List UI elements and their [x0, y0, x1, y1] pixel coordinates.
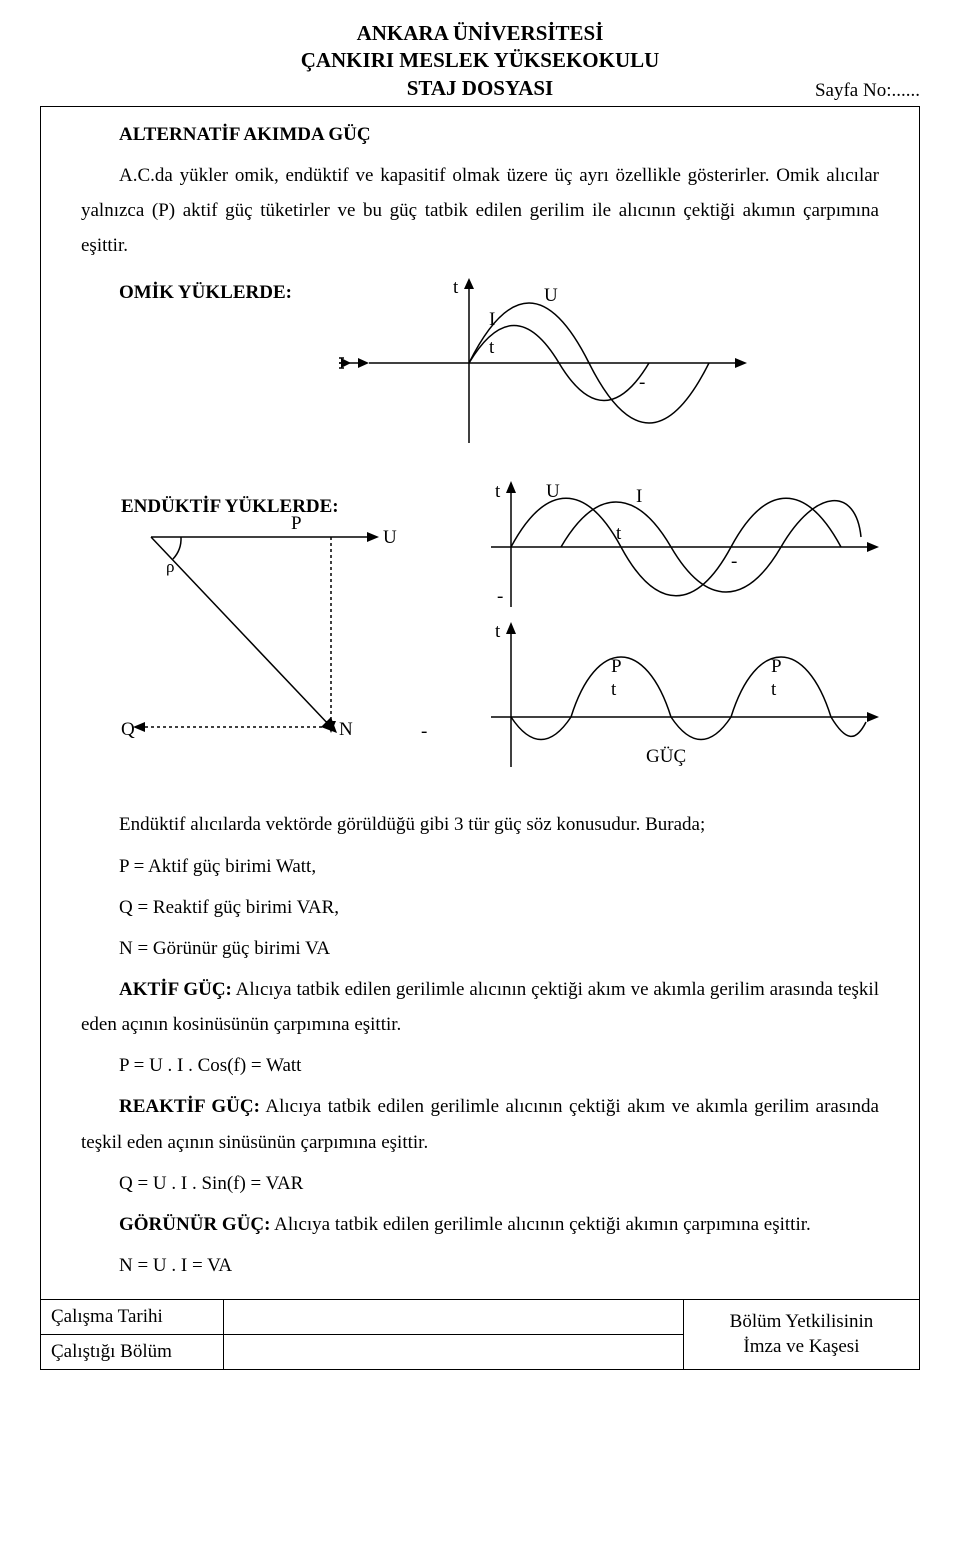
footer-bolum-line2: İmza ve Kaşesi: [743, 1336, 859, 1357]
vec-p: P: [291, 513, 302, 534]
wave-minus1: -: [731, 551, 737, 572]
enduktif-diagram: ENDÜKTİF YÜKLERDE: P U Q: [81, 477, 879, 797]
vec-phi: ρ: [166, 557, 174, 576]
enduktif-label: ENDÜKTİF YÜKLERDE:: [121, 496, 339, 517]
para-5: P = U . I . Cos(f) = Watt: [81, 1048, 879, 1083]
wave-pt2: t: [771, 679, 777, 700]
vec-n: N: [339, 719, 353, 740]
omik-row: OMİK YÜKLERDE:: [81, 269, 879, 473]
aktif-guc-bold: AKTİF GÜÇ:: [119, 979, 232, 1000]
content-area: ALTERNATİF AKIMDA GÜÇ A.C.da yükler omik…: [41, 117, 919, 1299]
omik-label-t: t: [453, 277, 459, 298]
omik-label-minus: -: [639, 372, 645, 393]
wave-minus2: -: [497, 586, 503, 607]
section-title: ALTERNATİF AKIMDA GÜÇ: [119, 117, 879, 152]
omik-label-tsmall: t: [489, 337, 495, 358]
omik-label-i: I: [489, 309, 495, 330]
header-line-3: STAJ DOSYASI: [40, 75, 920, 102]
footer-bolum-value: [223, 1335, 683, 1370]
page-number: Sayfa No:......: [815, 80, 920, 102]
wave-minus3: -: [421, 721, 427, 742]
footer-bolum-line1: Bölüm Yetkilisinin: [730, 1311, 874, 1332]
wave-i: I: [636, 486, 642, 507]
wave-t1: t: [495, 481, 501, 502]
para-2: P = Aktif güç birimi Watt,: [81, 849, 879, 884]
page-header: ANKARA ÜNİVERSİTESİ ÇANKIRI MESLEK YÜKSE…: [40, 20, 920, 102]
para-aktif: AKTİF GÜÇ: Alıcıya tatbik edilen gerilim…: [81, 972, 879, 1042]
intro-paragraph: A.C.da yükler omik, endüktif ve kapasiti…: [81, 158, 879, 263]
page-frame: ALTERNATİF AKIMDA GÜÇ A.C.da yükler omik…: [40, 106, 920, 1370]
header-line-1: ANKARA ÜNİVERSİTESİ: [40, 20, 920, 47]
para-reaktif: REAKTİF GÜÇ: Alıcıya tatbik edilen geril…: [81, 1089, 879, 1159]
wave-pt1: t: [611, 679, 617, 700]
footer-table: Çalışma Tarihi Bölüm Yetkilisinin İmza v…: [41, 1299, 919, 1369]
gorunur-guc-bold: GÖRÜNÜR GÜÇ:: [119, 1214, 270, 1235]
footer-calisma-tarihi: Çalışma Tarihi: [41, 1300, 223, 1335]
footer-bolum-yetkili: Bölüm Yetkilisinin İmza ve Kaşesi: [683, 1300, 919, 1370]
reaktif-guc-bold: REAKTİF GÜÇ:: [119, 1096, 260, 1117]
wave-guc: GÜÇ: [646, 746, 686, 767]
footer-calistigi-bolum: Çalıştığı Bölüm: [41, 1335, 223, 1370]
gorunur-guc-text: Alıcıya tatbik edilen gerilimle alıcının…: [270, 1214, 810, 1235]
omik-diagram: t U I t -: [339, 273, 879, 463]
para-3: Q = Reaktif güç birimi VAR,: [81, 890, 879, 925]
para-6: Q = U . I . Sin(f) = VAR: [81, 1166, 879, 1201]
wave-t3: t: [495, 621, 501, 642]
para-gorunur: GÖRÜNÜR GÜÇ: Alıcıya tatbik edilen geril…: [81, 1207, 879, 1242]
wave-p1: P: [611, 656, 622, 677]
wave-t2: t: [616, 523, 622, 544]
omik-label: OMİK YÜKLERDE:: [119, 269, 339, 310]
wave-p2: P: [771, 656, 782, 677]
footer-tarih-value: [223, 1300, 683, 1335]
para-1: Endüktif alıcılarda vektörde görüldüğü g…: [81, 807, 879, 842]
vec-q: Q: [121, 719, 135, 740]
omik-label-u: U: [544, 285, 558, 306]
para-7: N = U . I = VA: [81, 1248, 879, 1283]
vec-u: U: [383, 527, 397, 548]
header-line-2: ÇANKIRI MESLEK YÜKSEKOKULU: [40, 47, 920, 74]
para-4: N = Görünür güç birimi VA: [81, 931, 879, 966]
